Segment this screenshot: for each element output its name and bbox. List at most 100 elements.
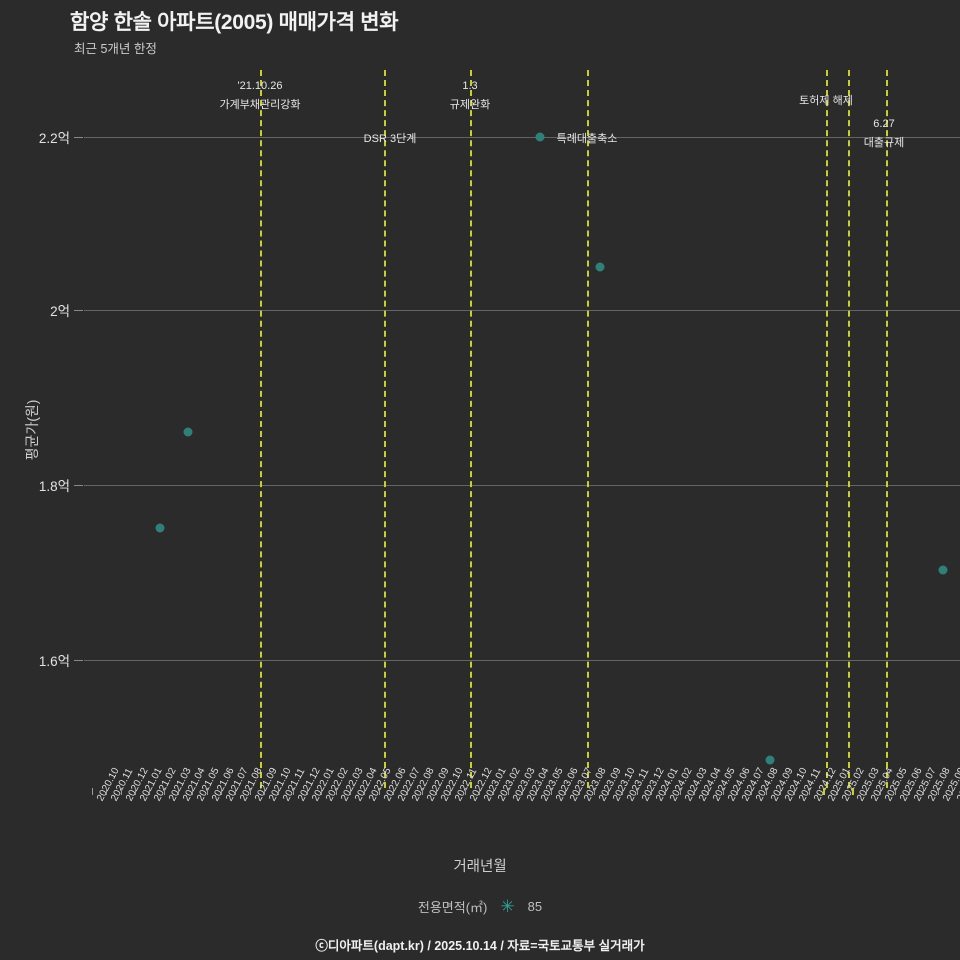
annotation-label: 1.3 규제완화 bbox=[450, 80, 490, 112]
y-tick-mark bbox=[74, 485, 83, 486]
annotation-vline bbox=[886, 70, 888, 788]
legend: 전용면적(㎡) ✳ 85 bbox=[0, 897, 960, 916]
x-tick-mark bbox=[192, 788, 194, 795]
x-tick-mark bbox=[163, 788, 165, 795]
x-tick-mark bbox=[765, 788, 767, 795]
annotation-label: 6.27 대출규제 bbox=[864, 118, 904, 150]
x-tick-mark bbox=[335, 788, 337, 795]
x-tick-mark bbox=[149, 788, 151, 795]
x-tick-mark bbox=[178, 788, 179, 795]
x-tick-mark bbox=[622, 788, 624, 795]
x-tick-mark bbox=[321, 788, 323, 795]
x-tick-mark bbox=[350, 788, 351, 795]
plot-area: 2.2억 2억 1.8억 1.6억 '21.10.26 가계부채관리강화 DSR 3단계 1.… bbox=[39, 70, 960, 788]
y-tick-mark bbox=[74, 660, 83, 661]
annotation-vline bbox=[826, 70, 828, 788]
x-tick-mark bbox=[636, 788, 638, 795]
y-tick-label: 2억 bbox=[50, 304, 70, 319]
x-tick-mark bbox=[249, 788, 251, 795]
x-tick-mark bbox=[608, 788, 609, 795]
x-tick-mark bbox=[737, 788, 738, 795]
x-tick-mark bbox=[952, 788, 953, 795]
annotation-text: 규제완화 bbox=[449, 99, 491, 111]
annotation-text: 가계부채관리강화 bbox=[219, 99, 301, 111]
annotation-vline bbox=[848, 70, 850, 788]
y-gridline bbox=[84, 485, 960, 486]
x-tick-mark bbox=[264, 788, 265, 795]
x-tick-mark bbox=[565, 788, 566, 795]
x-tick-mark bbox=[120, 788, 122, 795]
x-tick-mark bbox=[550, 788, 552, 795]
x-tick-mark bbox=[479, 788, 480, 795]
x-tick-mark bbox=[851, 788, 854, 795]
data-point[interactable] bbox=[765, 755, 775, 765]
y-gridline bbox=[84, 660, 960, 661]
y-tick-label: 1.8억 bbox=[38, 479, 70, 494]
x-tick-mark bbox=[923, 788, 925, 795]
x-tick-mark bbox=[235, 788, 237, 795]
annotation-text: DSR 3단계 bbox=[363, 133, 417, 145]
x-tick-mark bbox=[221, 788, 222, 795]
x-tick-mark bbox=[780, 788, 781, 795]
page-subtitle: 최근 5개년 한정 bbox=[74, 42, 157, 56]
x-tick-mark bbox=[722, 788, 724, 795]
x-tick-mark bbox=[493, 788, 495, 795]
x-tick-mark bbox=[937, 788, 939, 795]
annotation-vline bbox=[587, 70, 589, 788]
x-tick-mark bbox=[278, 788, 280, 795]
data-point[interactable] bbox=[535, 132, 545, 142]
annotation-date: 6.27 bbox=[873, 118, 895, 130]
page-title: 함양 한솔 아파트(2005) 매매가격 변화 bbox=[70, 11, 399, 34]
y-axis-title: 평균가(원) bbox=[24, 399, 40, 461]
y-gridline bbox=[84, 137, 960, 138]
footer-credit: ⓒ디아파트(dapt.kr) / 2025.10.14 / 자료=국토교통부 실… bbox=[315, 939, 645, 953]
annotation-text: 특례대출축소 bbox=[556, 133, 618, 145]
x-tick-mark bbox=[135, 788, 136, 795]
annotation-label: 특례대출축소 bbox=[557, 130, 618, 146]
x-axis: 2020.10 2020.11 2020.12 2021.01 2021.02 2021.… bbox=[84, 766, 960, 848]
x-tick-mark bbox=[536, 788, 538, 795]
x-tick-mark bbox=[808, 788, 810, 795]
annotation-vline bbox=[384, 70, 386, 788]
x-tick-mark bbox=[421, 788, 423, 795]
x-tick-mark bbox=[751, 788, 753, 795]
x-tick-mark bbox=[364, 788, 366, 795]
data-point[interactable] bbox=[155, 523, 165, 533]
data-point[interactable] bbox=[595, 262, 605, 272]
x-tick-mark bbox=[708, 788, 710, 795]
x-tick-mark bbox=[651, 788, 652, 795]
data-point[interactable] bbox=[938, 565, 948, 575]
x-tick-mark bbox=[694, 788, 695, 795]
annotation-date: '21.10.26 bbox=[237, 80, 283, 92]
annotation-text: 토허제 해제 bbox=[799, 95, 853, 107]
x-tick-mark bbox=[823, 788, 825, 795]
y-tick-label: 2.2억 bbox=[38, 131, 70, 146]
y-gridline bbox=[84, 310, 960, 311]
x-tick-mark bbox=[206, 788, 208, 795]
x-axis-title: 거래년월 bbox=[453, 859, 507, 875]
x-tick-mark bbox=[92, 788, 93, 795]
annotation-text: 대출규제 bbox=[863, 137, 905, 149]
x-tick-mark bbox=[436, 788, 437, 795]
y-tick-mark bbox=[74, 137, 83, 138]
x-tick-mark bbox=[679, 788, 681, 795]
legend-label: 전용면적(㎡) bbox=[417, 900, 488, 915]
x-tick-mark bbox=[794, 788, 796, 795]
x-tick-mark bbox=[307, 788, 308, 795]
x-tick-mark bbox=[378, 788, 380, 795]
x-tick-mark bbox=[837, 788, 839, 795]
annotation-label: DSR 3단계 bbox=[364, 130, 417, 146]
annotation-label: 토허제 해제 bbox=[799, 92, 853, 108]
x-tick-mark bbox=[522, 788, 523, 795]
x-tick-mark bbox=[407, 788, 409, 795]
data-point[interactable] bbox=[183, 427, 193, 437]
y-tick-mark bbox=[74, 310, 83, 311]
x-tick-mark bbox=[593, 788, 595, 795]
x-tick-mark bbox=[450, 788, 452, 795]
x-tick-mark bbox=[880, 788, 882, 795]
x-tick-mark bbox=[579, 788, 581, 795]
x-tick-mark bbox=[866, 788, 867, 795]
annotation-vline bbox=[470, 70, 472, 788]
y-tick-label: 1.6억 bbox=[38, 654, 70, 669]
